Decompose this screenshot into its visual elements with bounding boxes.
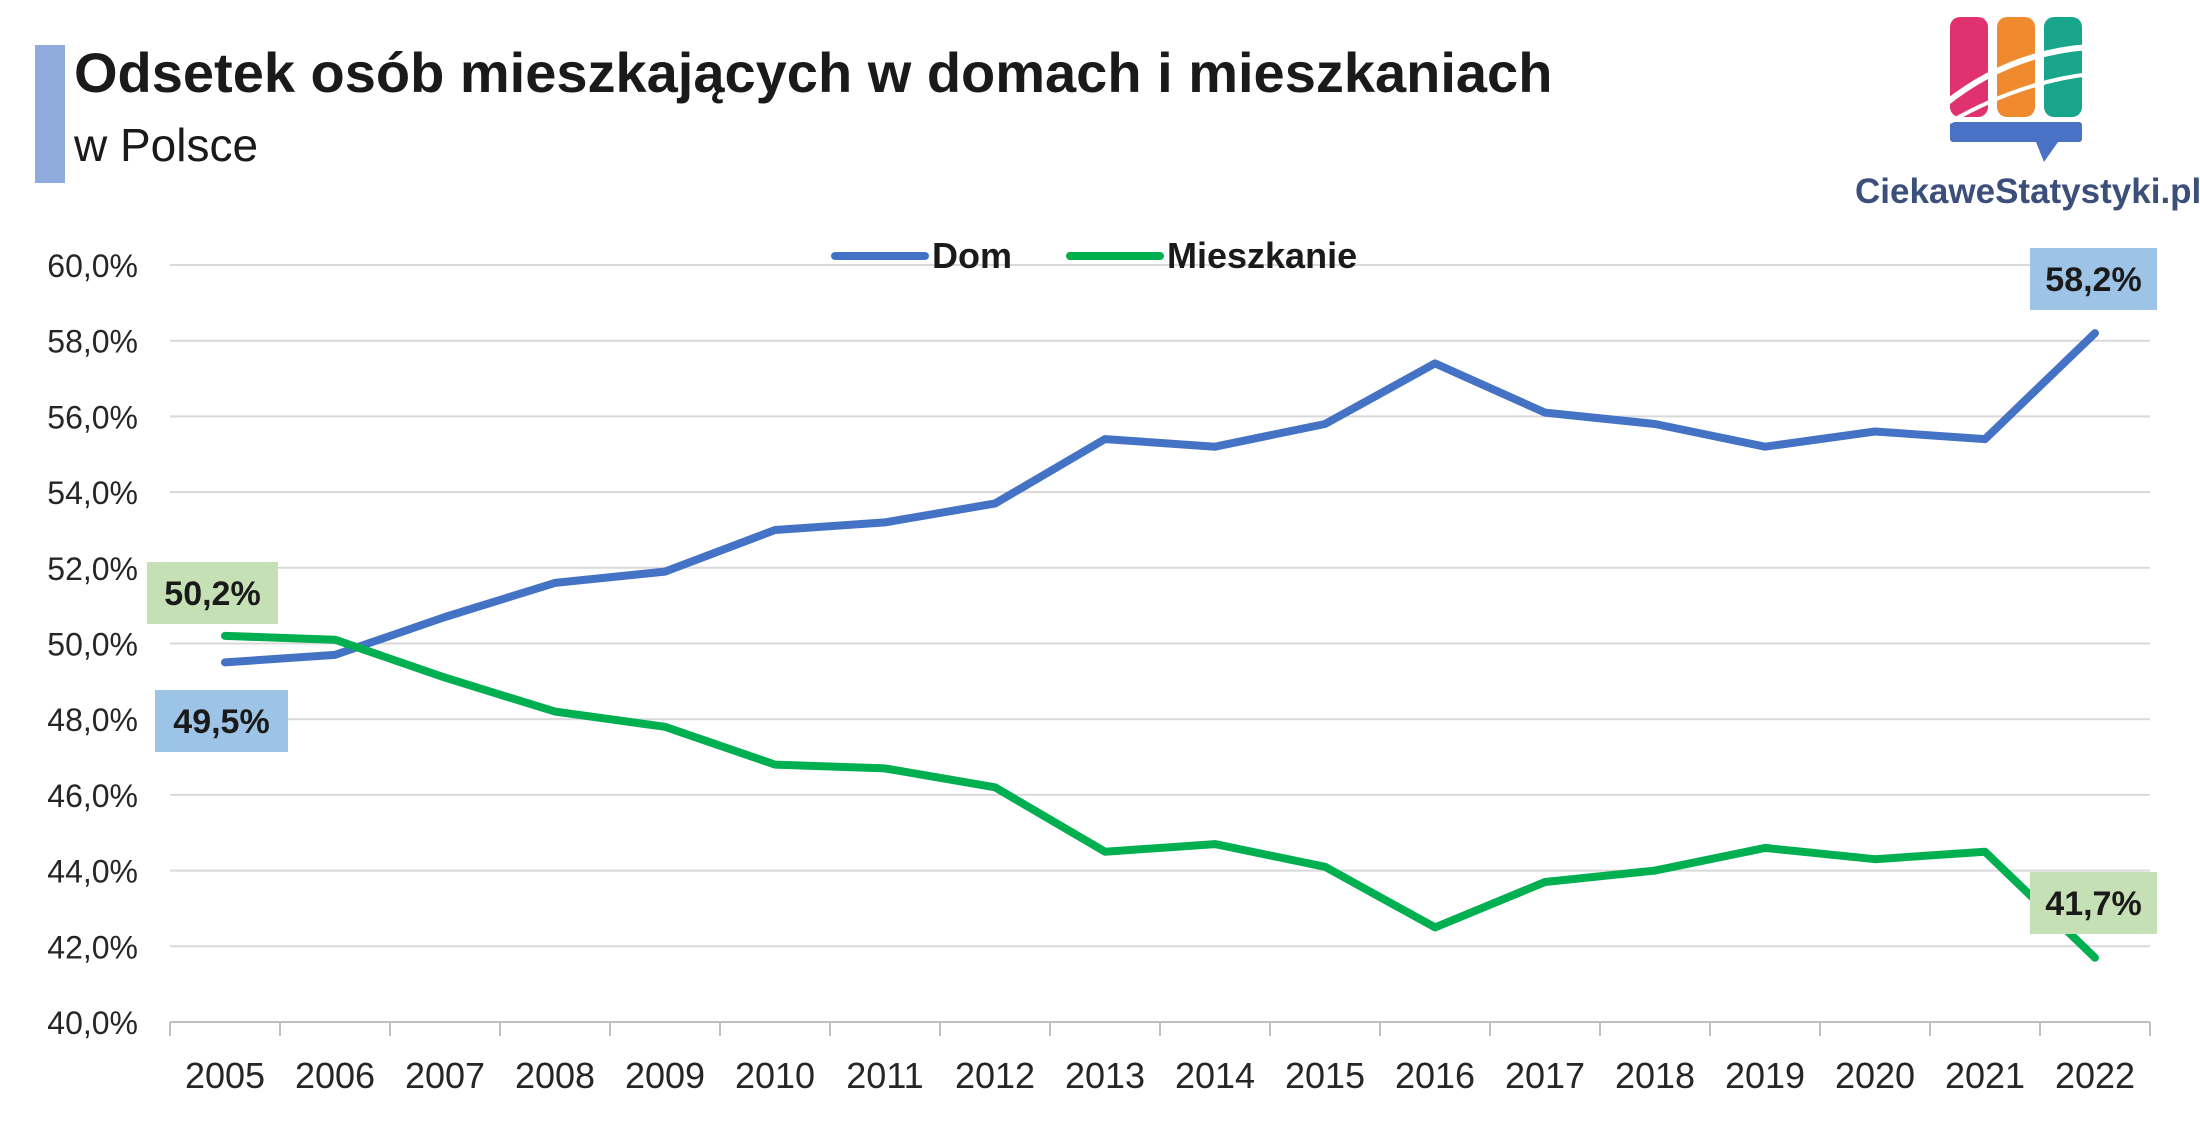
data-label-text: 41,7% xyxy=(2045,885,2141,923)
data-point-mieszkanie xyxy=(332,636,338,643)
y-tick-label: 60,0% xyxy=(47,248,138,284)
x-tick-label: 2015 xyxy=(1285,1055,1365,1096)
data-point-dom xyxy=(1432,360,1438,367)
y-tick-label: 56,0% xyxy=(47,399,138,435)
data-label-text: 49,5% xyxy=(173,703,269,741)
x-tick-label: 2008 xyxy=(515,1055,595,1096)
data-point-dom xyxy=(662,568,668,575)
x-tick-label: 2014 xyxy=(1175,1055,1255,1096)
data-annotations: 49,5% 58,2% 50,2% 41,7% xyxy=(147,248,2157,934)
data-point-dom xyxy=(882,519,888,526)
data-point-dom xyxy=(1322,420,1328,427)
data-point-dom xyxy=(442,614,448,621)
data-point-dom xyxy=(772,526,778,533)
legend-label-mieszkanie: Mieszkanie xyxy=(1167,235,1357,276)
legend-label-dom: Dom xyxy=(932,235,1012,276)
y-tick-label: 44,0% xyxy=(47,854,138,890)
data-point-dom xyxy=(552,579,558,586)
logo-text: CiekaweStatystyki.pl xyxy=(1855,172,2200,211)
data-label-box xyxy=(2030,248,2157,310)
data-label: 41,7% xyxy=(2030,872,2157,934)
data-point-mieszkanie xyxy=(1212,841,1218,848)
title-accent-bar xyxy=(35,45,65,183)
y-tick-label: 42,0% xyxy=(47,929,138,965)
data-point-mieszkanie xyxy=(1872,856,1878,863)
data-point-mieszkanie xyxy=(662,723,668,730)
data-point-mieszkanie xyxy=(2092,954,2098,961)
data-point-dom xyxy=(332,651,338,658)
series-lines xyxy=(221,329,2099,962)
chart-title: Odsetek osób mieszkających w domach i mi… xyxy=(74,41,1553,104)
data-point-mieszkanie xyxy=(1102,848,1108,855)
y-tick-label: 48,0% xyxy=(47,702,138,738)
x-tick-label: 2011 xyxy=(846,1055,923,1096)
y-tick-label: 58,0% xyxy=(47,324,138,360)
data-point-dom xyxy=(1102,436,1108,443)
data-label: 49,5% xyxy=(155,690,288,752)
data-point-mieszkanie xyxy=(552,708,558,715)
logo-bar-orange xyxy=(1997,17,2035,117)
gridlines xyxy=(170,264,2150,1023)
data-point-mieszkanie xyxy=(1762,844,1768,851)
logo-curve-2 xyxy=(1949,72,2091,124)
data-label-box xyxy=(147,562,278,624)
x-tick-label: 2018 xyxy=(1615,1055,1695,1096)
x-tick-label: 2012 xyxy=(955,1055,1035,1096)
data-point-dom xyxy=(1652,420,1658,427)
data-point-mieszkanie xyxy=(772,761,778,768)
data-point-mieszkanie xyxy=(442,674,448,681)
x-tick-label: 2006 xyxy=(295,1055,375,1096)
x-tick-label: 2013 xyxy=(1065,1055,1145,1096)
data-label-text: 58,2% xyxy=(2045,261,2141,299)
legend: Dom Mieszkanie xyxy=(831,235,1357,276)
y-tick-label: 46,0% xyxy=(47,778,138,814)
data-point-mieszkanie xyxy=(1542,878,1548,885)
chart-subtitle: w Polsce xyxy=(74,119,259,171)
data-label-text: 50,2% xyxy=(164,575,260,613)
x-axis: 2005 2006 2007 2008 2009 2010 2011 2012 2013 2014… xyxy=(169,1021,2151,1096)
site-logo-icon xyxy=(1943,17,2091,162)
series-line-dom xyxy=(221,329,2099,667)
y-tick-label: 50,0% xyxy=(47,627,138,663)
data-point-mieszkanie xyxy=(1652,867,1658,874)
x-tick-label: 2007 xyxy=(405,1055,485,1096)
data-point-mieszkanie xyxy=(1322,863,1328,870)
data-point-mieszkanie xyxy=(992,784,998,791)
y-tick-label: 52,0% xyxy=(47,551,138,587)
logo-pointer xyxy=(2036,142,2058,162)
data-point-mieszkanie xyxy=(882,765,888,772)
data-point-mieszkanie xyxy=(1982,848,1988,855)
data-point-dom xyxy=(2092,330,2098,337)
x-tick-label: 2019 xyxy=(1725,1055,1805,1096)
x-tick-label: 2017 xyxy=(1505,1055,1585,1096)
data-point-dom xyxy=(1542,409,1548,416)
data-label-box xyxy=(155,690,288,752)
data-point-dom xyxy=(1762,443,1768,450)
data-point-dom xyxy=(992,500,998,507)
data-point-mieszkanie xyxy=(222,632,228,639)
logo-curve xyxy=(1943,44,2091,107)
logo-bar-teal xyxy=(2044,17,2082,117)
y-axis-ticks: 40,0% 42,0% 44,0% 46,0% 48,0% 50,0% 52,0% 54,0%… xyxy=(47,248,138,1041)
x-tick-label: 2005 xyxy=(185,1055,265,1096)
data-label: 50,2% xyxy=(147,562,278,624)
x-tick-label: 2021 xyxy=(1945,1055,2025,1096)
y-tick-label: 54,0% xyxy=(47,475,138,511)
data-point-dom xyxy=(1212,443,1218,450)
x-tick-label: 2016 xyxy=(1395,1055,1475,1096)
data-label: 58,2% xyxy=(2030,248,2157,310)
series-line-mieszkanie xyxy=(221,631,2099,962)
x-tick-label: 2022 xyxy=(2055,1055,2135,1096)
y-tick-label: 40,0% xyxy=(47,1005,138,1041)
data-point-dom xyxy=(1872,428,1878,435)
logo-base xyxy=(1950,122,2082,142)
data-point-mieszkanie xyxy=(1432,924,1438,931)
data-label-box xyxy=(2030,872,2157,934)
x-tick-label: 2010 xyxy=(735,1055,815,1096)
data-point-dom xyxy=(222,659,228,666)
data-point-dom xyxy=(1982,436,1988,443)
x-tick-label: 2020 xyxy=(1835,1055,1915,1096)
x-tick-label: 2009 xyxy=(625,1055,705,1096)
